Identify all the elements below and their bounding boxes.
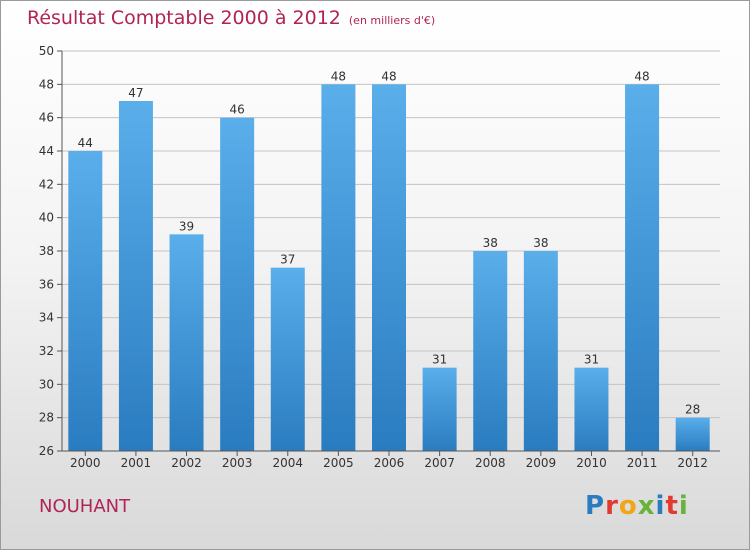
x-tick-label: 2008 bbox=[475, 456, 506, 470]
bar bbox=[68, 151, 103, 451]
logo-letter: x bbox=[637, 491, 656, 521]
bar bbox=[118, 101, 153, 451]
y-tick-label: 26 bbox=[39, 444, 54, 458]
x-tick-label: 2005 bbox=[323, 456, 354, 470]
data-label: 39 bbox=[179, 219, 194, 233]
x-tick-label: 2010 bbox=[576, 456, 607, 470]
chart-unit: (en milliers d'€) bbox=[348, 14, 436, 27]
bar bbox=[523, 251, 558, 451]
y-tick-label: 30 bbox=[39, 377, 54, 391]
data-label: 38 bbox=[533, 236, 548, 250]
bar bbox=[270, 267, 305, 451]
bar bbox=[220, 117, 255, 452]
chart-title-text: Résultat Comptable 2000 à 2012 bbox=[27, 7, 341, 29]
logo-letter: P bbox=[585, 491, 606, 521]
y-tick-label: 46 bbox=[39, 111, 54, 125]
y-tick-label: 40 bbox=[39, 211, 54, 225]
data-label: 46 bbox=[230, 103, 245, 117]
x-tick-label: 2001 bbox=[121, 456, 152, 470]
logo-letter: t bbox=[665, 491, 679, 521]
logo-letter: o bbox=[618, 491, 638, 521]
y-tick-label: 38 bbox=[39, 244, 54, 258]
data-label: 44 bbox=[78, 136, 93, 150]
x-tick-label: 2002 bbox=[171, 456, 202, 470]
y-tick-label: 36 bbox=[39, 277, 54, 291]
x-tick-label: 2003 bbox=[222, 456, 253, 470]
bar bbox=[625, 84, 660, 451]
proxiti-logo: Proxiti bbox=[585, 491, 689, 521]
y-tick-label: 50 bbox=[39, 44, 54, 58]
data-label: 48 bbox=[331, 69, 346, 83]
data-label: 31 bbox=[432, 353, 447, 367]
x-tick-label: 2009 bbox=[526, 456, 557, 470]
bar bbox=[321, 84, 356, 451]
y-tick-label: 28 bbox=[39, 411, 54, 425]
y-tick-label: 42 bbox=[39, 177, 54, 191]
data-label: 48 bbox=[634, 69, 649, 83]
logo-letter: r bbox=[605, 491, 619, 521]
bar bbox=[372, 84, 406, 451]
bar bbox=[473, 251, 508, 451]
commune-name: NOUHANT bbox=[39, 496, 131, 517]
labels: 26 28 30 32 34 36 38 40 42 44 46 48 50 44 2000 47 2001 39… bbox=[39, 44, 708, 470]
x-tick-label: 2007 bbox=[424, 456, 455, 470]
data-label: 47 bbox=[128, 86, 143, 100]
bar bbox=[169, 234, 204, 451]
data-label: 37 bbox=[280, 253, 295, 267]
x-tick-label: 2004 bbox=[272, 456, 303, 470]
bar bbox=[422, 367, 457, 451]
data-label: 38 bbox=[483, 236, 498, 250]
x-tick-label: 2000 bbox=[70, 456, 101, 470]
bars bbox=[68, 84, 710, 452]
y-tick-label: 48 bbox=[39, 77, 54, 91]
y-tick-label: 34 bbox=[39, 311, 54, 325]
bar bbox=[574, 367, 609, 451]
logo-letter: i bbox=[678, 491, 689, 521]
logo-letter: i bbox=[655, 491, 666, 521]
data-label: 31 bbox=[584, 353, 599, 367]
y-tick-label: 44 bbox=[39, 144, 54, 158]
bar bbox=[675, 417, 710, 451]
data-label: 48 bbox=[381, 69, 396, 83]
chart-title: Résultat Comptable 2000 à 2012 (en millie… bbox=[27, 7, 435, 29]
x-tick-label: 2006 bbox=[374, 456, 405, 470]
x-tick-label: 2012 bbox=[677, 456, 708, 470]
x-tick-label: 2011 bbox=[627, 456, 658, 470]
axes bbox=[57, 50, 720, 456]
data-label: 28 bbox=[685, 403, 700, 417]
y-tick-label: 32 bbox=[39, 344, 54, 358]
